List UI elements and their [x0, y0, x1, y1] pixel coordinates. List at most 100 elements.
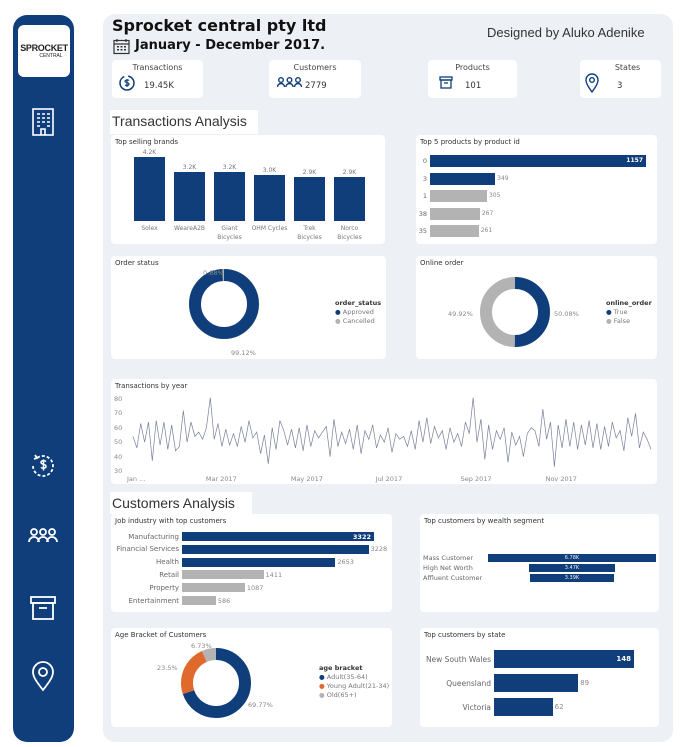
legend: order_status ● Approved ● Cancelled	[335, 299, 381, 326]
location-icon[interactable]	[27, 660, 59, 692]
data-label: 50.08%	[554, 310, 579, 318]
logo-text: SPROCKET	[20, 43, 68, 53]
bar	[494, 674, 579, 692]
sprocket-logo[interactable]: SPROCKET CENTRAL	[18, 25, 70, 77]
chart-title: Age Bracket of Customers	[115, 631, 207, 639]
customers-icon[interactable]	[27, 520, 59, 552]
category-label: Victoria	[462, 702, 491, 712]
category-label: 35	[418, 227, 427, 235]
data-label: 2.9K	[342, 168, 357, 176]
kpi-states: States 3	[580, 60, 661, 98]
bar	[214, 172, 245, 221]
kpi-value: 101	[465, 81, 482, 91]
axis-label: Solex	[141, 225, 158, 232]
data-label: 586	[217, 596, 231, 605]
bar	[488, 554, 656, 562]
donut-slice	[181, 648, 251, 718]
data-label: 99.12%	[231, 349, 256, 357]
data-label: 3.2K	[182, 164, 197, 172]
job-industry-chart: Job industry with top customers Manufactu…	[111, 514, 392, 612]
kpi-label: Products	[455, 63, 490, 72]
data-label: 2653	[337, 558, 354, 567]
y-tick-label: 70	[114, 409, 123, 418]
legend-dot: ●	[335, 308, 343, 316]
kpi-products: Products 101	[428, 60, 517, 98]
kpi-label: Customers	[293, 63, 337, 72]
logo-subtext: CENTRAL	[39, 53, 63, 59]
data-label: 23.5%	[157, 664, 178, 672]
designer-credit: Designed by Aluko Adenike	[487, 25, 645, 40]
transactions-icon[interactable]	[27, 450, 59, 482]
y-tick-label: 40	[114, 452, 123, 461]
bar	[182, 596, 216, 605]
people-icon	[277, 77, 302, 88]
bar	[430, 225, 479, 237]
top-selling-brands-chart: Top selling brands 4.2K Solex 3.2K WeareA2B 3…	[111, 135, 385, 244]
data-label: 261	[480, 227, 493, 234]
legend-label: True	[613, 308, 628, 316]
y-tick-label: 60	[114, 423, 123, 432]
category-label: 0	[422, 157, 427, 165]
axis-label: Giant Bicycles	[217, 225, 242, 241]
category-label: Financial Services	[116, 545, 179, 554]
axis-label: OHM Cycles	[251, 225, 288, 232]
donut	[189, 269, 259, 339]
top-customers-by-state-chart: Top customers by state New South Wales 148…	[420, 628, 659, 727]
series-line	[132, 397, 652, 467]
donut-slice	[189, 269, 259, 339]
location-pin-icon	[585, 73, 599, 93]
chart-title: Top selling brands	[115, 138, 179, 146]
legend-item: ● Approved	[335, 308, 381, 317]
y-tick-label: 30	[114, 467, 123, 475]
bar	[254, 175, 285, 221]
legend-label: Old(65+)	[326, 691, 357, 699]
kpi-label: Transactions	[132, 63, 183, 72]
donut-slice	[480, 277, 550, 347]
legend-item: ● Young Adult(21-34)	[319, 682, 389, 691]
chart-title: Job industry with top customers	[115, 517, 227, 525]
sidebar: SPROCKET CENTRAL	[13, 15, 74, 742]
wealth-segment-chart: Top customers by wealth segment Mass Cust…	[420, 514, 659, 612]
category-label: Affluent Customer	[423, 574, 483, 582]
data-label: 148	[616, 654, 631, 663]
legend: online_order ● True ● False	[606, 299, 652, 326]
section-title-customers: Customers Analysis	[110, 492, 252, 514]
kpi-value: 3	[617, 81, 623, 91]
bar	[134, 157, 165, 221]
online-order-chart: Online order 50.08% 49.92% online_order ● Tr…	[416, 256, 657, 359]
chart-title: Top 5 products by product id	[420, 138, 520, 146]
chart-title: Order status	[115, 259, 159, 267]
bar	[529, 564, 615, 572]
data-label: 305	[488, 192, 501, 199]
legend-title: order_status	[335, 299, 382, 307]
category-label: 3	[422, 174, 427, 183]
building-icon[interactable]	[27, 106, 59, 138]
data-label: 1411	[265, 570, 283, 579]
data-label: 3.0K	[262, 167, 277, 175]
axis-label: Trek Bicycles	[297, 225, 322, 241]
bar	[182, 544, 369, 554]
dollar-cycle-icon	[119, 75, 135, 91]
products-icon[interactable]	[27, 592, 59, 624]
category-label: Health	[156, 558, 179, 567]
axis-label: WeareA2B	[173, 225, 205, 232]
category-label: 1	[422, 192, 427, 200]
box-icon	[439, 76, 453, 89]
chart-title: Top customers by state	[424, 631, 506, 639]
age-bracket-chart: Age Bracket of Customers 69.77% 23.5% 6.73%…	[111, 628, 392, 727]
chart-title: Transactions by year	[115, 382, 188, 390]
bar	[174, 172, 205, 221]
data-label: 62	[554, 702, 564, 711]
data-label: 0.88%	[203, 269, 224, 277]
legend-item: ● True	[606, 308, 652, 317]
bar	[430, 172, 496, 185]
y-tick-label: 50	[114, 438, 123, 447]
data-label: 3.2K	[222, 164, 237, 172]
bar	[182, 557, 336, 567]
chart-title: Top customers by wealth segment	[424, 517, 545, 525]
bar	[530, 574, 614, 582]
data-label: 2.9K	[302, 168, 317, 176]
legend-title: online_order	[606, 299, 652, 307]
category-label: Manufacturing	[128, 532, 179, 541]
legend-item: ● Cancelled	[335, 317, 381, 326]
